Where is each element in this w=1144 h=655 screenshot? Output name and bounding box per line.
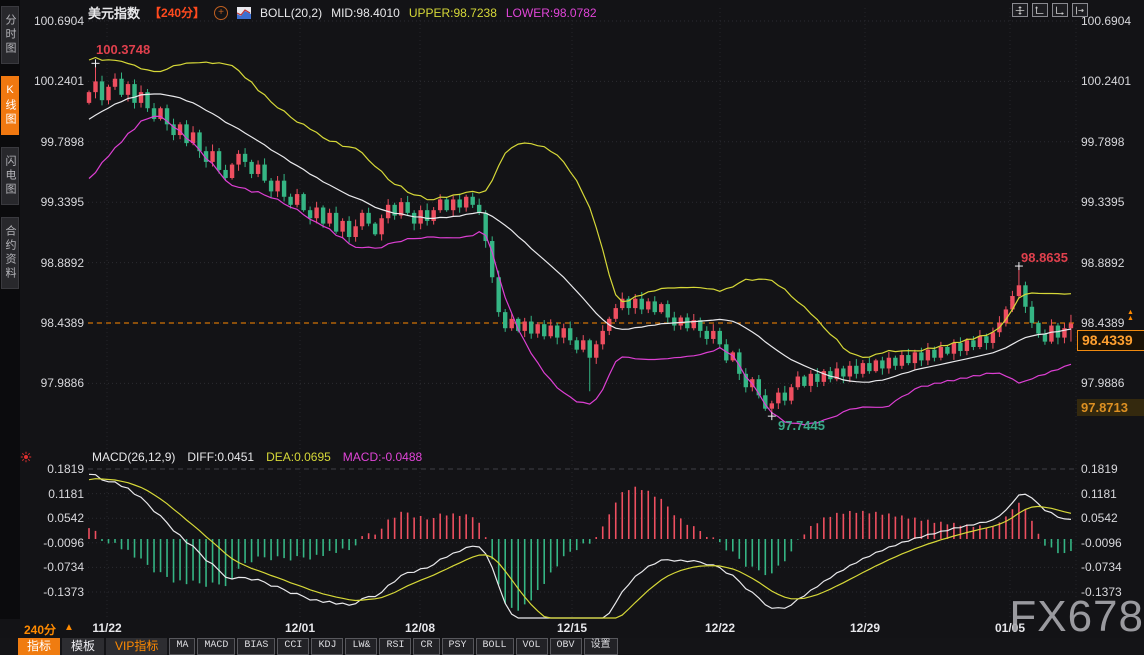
macd-axis-label-right: 0.1819 [1081, 462, 1118, 476]
window-controls [1012, 3, 1088, 17]
sidebar-tab-item[interactable]: 闪电图 [1, 147, 19, 205]
price-axis-label-right: 99.3395 [1081, 195, 1125, 210]
macd-header: MACD(26,12,9) DIFF:0.0451 DEA:0.0695 MAC… [92, 450, 422, 464]
price-axis-label-left: 98.8892 [40, 255, 84, 270]
main-chart-header: 美元指数 【240分】 + BOLL(20,2) MID:98.4010 UPP… [88, 3, 597, 22]
boll-mid-line [88, 93, 1072, 383]
indicator-button[interactable]: MA [169, 638, 196, 655]
period-label[interactable]: 【240分】 [149, 6, 206, 20]
macd-axis-label-right: -0.1373 [1081, 585, 1122, 599]
macd-hist-value: MACD:-0.0488 [342, 450, 423, 464]
price-axis-label-right: 100.2401 [1081, 74, 1132, 89]
toolbar-tab-tab[interactable]: 模板 [62, 638, 105, 655]
sidebar-tab-item[interactable]: 分时图 [1, 6, 19, 64]
indicator-toolbar: 指标 模板 VIP指标 MA MACD BIAS CCI KDJ LW& RSI CR PSY BOLL… [0, 638, 1144, 655]
macd-axis-label-left: 0.1181 [48, 486, 84, 501]
pan-icon[interactable] [1012, 3, 1028, 17]
date-tick-label: 12/01 [284, 621, 316, 635]
date-tick-label: 12/08 [404, 621, 436, 635]
indicator-button[interactable]: PSY [441, 638, 474, 655]
sidebar-tab-active[interactable]: K线图 [1, 76, 19, 135]
chart-type-icon[interactable] [236, 6, 252, 19]
indicator-button[interactable]: RSI [379, 638, 412, 655]
macd-axis-label-left: 0.1819 [47, 462, 84, 476]
indicator-button[interactable]: LW& [345, 638, 378, 655]
axis-zoom-y-icon[interactable] [1032, 3, 1048, 17]
date-tick-label: 11/22 [92, 621, 122, 635]
toolbar-tab-vip[interactable]: VIP指标 [106, 638, 168, 655]
price-axis-label-right: 98.4389 [1081, 316, 1125, 330]
boll-lower-value: LOWER:98.0782 [505, 5, 597, 20]
candles-layer [86, 63, 1074, 417]
price-axis-label-left: 100.2401 [33, 74, 84, 89]
price-axis-label-right: 100.6904 [1081, 14, 1132, 28]
boll-upper-value: UPPER:98.7238 [408, 5, 497, 20]
indicator-button[interactable]: 设置 [583, 638, 618, 655]
macd-panel [88, 473, 1072, 619]
macd-axis-label-right: -0.0734 [1081, 560, 1122, 575]
macd-axis-label-right: 0.0542 [1081, 511, 1118, 526]
symbol-name: 美元指数 [88, 6, 141, 21]
indicator-button[interactable]: MACD [197, 638, 236, 655]
extreme-cross-marker [91, 59, 100, 68]
export-icon[interactable] [1072, 3, 1088, 17]
price-axis-label-left: 97.9886 [40, 376, 84, 391]
sidebar-tab-item[interactable]: 合约资料 [1, 217, 19, 289]
indicator-button[interactable]: CCI [277, 638, 310, 655]
toolbar-tab-active[interactable]: 指标 [18, 638, 61, 655]
annotation-spike-high: 98.8635 [1021, 250, 1068, 265]
indicator-button[interactable]: KDJ [311, 638, 344, 655]
indicator-button[interactable]: CR [413, 638, 440, 655]
price-axis-label-right: 98.8892 [1081, 255, 1125, 270]
date-tick-label: 12/29 [849, 621, 881, 635]
macd-dea-line [88, 478, 1072, 619]
bollinger-bands [88, 56, 1072, 426]
add-indicator-icon[interactable]: + [214, 5, 229, 20]
price-axis-label-right: 97.9886 [1081, 376, 1125, 391]
sidebar: 分时图 K线图闪电图合约资料 [0, 0, 20, 655]
secondary-price-box: 97.8713 [1077, 399, 1144, 416]
boll-mid-value: MID:98.4010 [331, 5, 400, 20]
indicator-button[interactable]: BOLL [475, 638, 514, 655]
date-tick-label: 12/15 [556, 621, 588, 635]
macd-dea-value: DEA:0.0695 [266, 450, 331, 464]
boll-label: BOLL(20,2) [260, 5, 323, 20]
price-axis-label-left: 100.6904 [33, 14, 84, 28]
macd-axis-label-right: -0.0096 [1081, 535, 1122, 550]
macd-axis-label-left: -0.1373 [43, 585, 84, 599]
macd-axis-label-right: 0.1181 [1081, 486, 1117, 501]
macd-diff-value: DIFF:0.0451 [187, 450, 255, 464]
macd-axis-label-left: -0.0734 [43, 560, 84, 575]
indicator-button[interactable]: BIAS [237, 638, 276, 655]
annotation-bottom-low: 97.7445 [778, 418, 825, 433]
price-axis-label-right: 99.7898 [1081, 134, 1125, 149]
alert-sun-icon[interactable] [20, 451, 32, 463]
extreme-cross-marker [767, 412, 776, 421]
date-tick-label: 01/05 [994, 621, 1026, 635]
indicator-button[interactable]: OBV [549, 638, 582, 655]
macd-axis-label-left: -0.0096 [43, 535, 84, 550]
price-axis-label-left: 98.4389 [40, 316, 84, 330]
axis-zoom-x-icon[interactable] [1052, 3, 1068, 17]
extreme-cross-marker [1014, 262, 1023, 271]
boll-lower-line [88, 115, 1072, 426]
brand-watermark: FX678 [1009, 592, 1144, 641]
timeframe-label[interactable]: 240分 [24, 623, 57, 637]
macd-axis-label-left: 0.0542 [47, 511, 84, 526]
annotation-start-high: 100.3748 [96, 42, 151, 57]
price-level-arrows-icon[interactable]: ▲ ▲ [1127, 309, 1134, 322]
price-axis-label-left: 99.3395 [40, 195, 84, 210]
timeframe-arrow-icon[interactable]: ▲ [64, 622, 74, 633]
gridlines [88, 8, 1077, 618]
date-axis: 240分 ▲ 11/22 12/01 12/08 12/15 12/22 12/29 01/… [0, 619, 1144, 638]
indicator-button[interactable]: VOL [515, 638, 548, 655]
current-price-box: 98.4339 [1077, 330, 1144, 351]
date-tick-label: 12/22 [704, 621, 736, 635]
price-axis-label-left: 99.7898 [40, 134, 84, 149]
macd-label: MACD(26,12,9) [92, 450, 176, 464]
boll-upper-line [88, 56, 1072, 359]
